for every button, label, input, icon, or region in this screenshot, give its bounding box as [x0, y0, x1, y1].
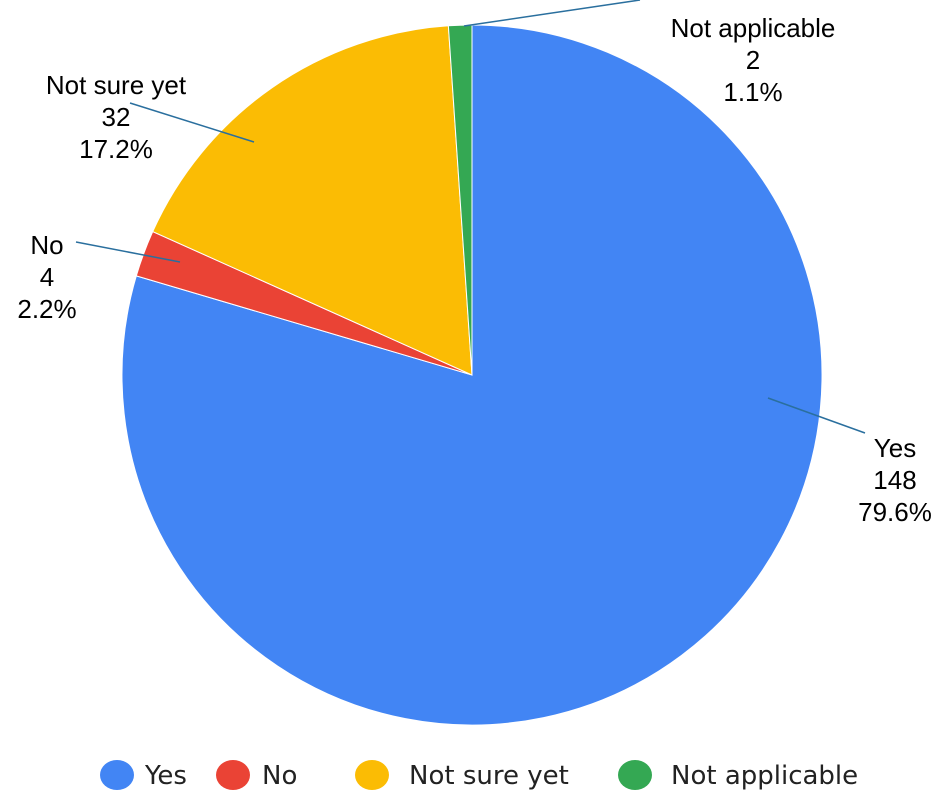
legend-swatch-no [216, 760, 250, 790]
slice-count-yes: 148 [873, 465, 916, 495]
legend: Yes No Not sure yet Not applicable [100, 760, 858, 791]
slice-label-yes: Yes [874, 433, 916, 463]
slice-count-not-sure-yet: 32 [102, 102, 131, 132]
legend-swatch-yes [100, 760, 134, 790]
leader-line-not-applicable [463, 0, 641, 27]
slice-label-no: No [30, 230, 63, 260]
legend-swatch-not-applicable [618, 760, 652, 790]
leader-line-no [75, 241, 181, 263]
slice-count-not-applicable: 2 [746, 45, 760, 75]
legend-label-yes: Yes [144, 761, 187, 791]
leader-line-yes [767, 397, 866, 434]
slice-label-not-applicable: Not applicable [671, 13, 836, 43]
slice-count-no: 4 [40, 262, 54, 292]
legend-label-not-applicable: Not applicable [671, 761, 858, 791]
leader-line-not-sure-yet [129, 102, 255, 143]
slice-label-not-sure-yet: Not sure yet [46, 70, 187, 100]
legend-label-no: No [262, 761, 297, 791]
legend-swatch-not-sure-yet [355, 760, 389, 790]
slice-percent-no: 2.2% [17, 294, 76, 324]
slice-percent-not-applicable: 1.1% [723, 77, 782, 107]
slice-percent-yes: 79.6% [858, 497, 932, 527]
slice-percent-not-sure-yet: 17.2% [79, 134, 153, 164]
legend-label-not-sure-yet: Not sure yet [409, 761, 569, 791]
pie-slices [121, 24, 823, 726]
pie-slice-not-sure-yet[interactable] [152, 25, 473, 376]
